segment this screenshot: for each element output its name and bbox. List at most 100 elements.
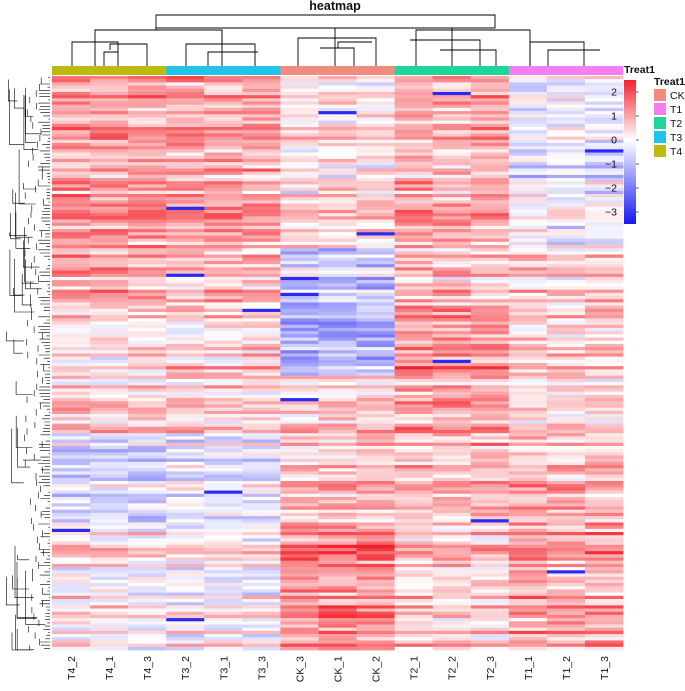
heatmap-cell xyxy=(166,315,205,319)
heatmap-cell xyxy=(166,589,205,593)
heatmap-cell xyxy=(432,209,472,214)
heatmap-cell xyxy=(204,624,243,629)
heatmap-cell xyxy=(204,557,243,562)
heatmap-cell xyxy=(508,203,548,208)
heatmap-cell xyxy=(128,583,167,587)
heatmap-cell xyxy=(52,598,91,603)
heatmap-cell xyxy=(546,573,586,578)
heatmap-cell xyxy=(128,458,167,463)
heatmap-cell xyxy=(52,490,91,495)
heatmap-cell xyxy=(508,512,548,517)
heatmap-cell xyxy=(584,605,624,609)
heatmap-cell xyxy=(280,200,319,204)
heatmap-cell xyxy=(280,621,319,625)
heatmap-cell xyxy=(584,85,624,90)
heatmap-cell xyxy=(204,340,243,345)
heatmap-cell xyxy=(546,267,586,271)
heatmap-cell xyxy=(432,589,472,593)
heatmap-cell xyxy=(166,605,205,609)
heatmap-cell xyxy=(90,407,129,412)
heatmap-cell xyxy=(204,490,243,495)
heatmap-cell xyxy=(280,474,319,479)
heatmap-cell xyxy=(204,474,243,479)
heatmap-cell xyxy=(280,321,319,326)
heatmap-cell xyxy=(584,465,624,469)
heatmap-cell xyxy=(318,516,357,520)
heatmap-cell xyxy=(90,359,129,364)
heatmap-cell xyxy=(166,273,205,278)
heatmap-cell xyxy=(90,206,129,211)
heatmap-cell xyxy=(280,353,319,358)
heatmap-cell xyxy=(470,168,510,173)
heatmap-cell xyxy=(394,455,434,460)
heatmap-cell xyxy=(204,401,243,405)
heatmap-cell xyxy=(280,547,319,552)
heatmap-cell xyxy=(90,640,129,645)
heatmap-cell xyxy=(432,646,472,651)
heatmap-cell xyxy=(280,130,319,134)
heatmap-cell xyxy=(546,213,586,217)
heatmap-cell xyxy=(166,193,205,198)
heatmap-cell xyxy=(204,468,243,472)
heatmap-cell xyxy=(432,245,472,249)
heatmap-cell xyxy=(394,76,434,80)
heatmap-cell xyxy=(280,452,319,456)
heatmap-cell xyxy=(242,567,281,571)
heatmap-cell xyxy=(280,95,319,99)
heatmap-cell xyxy=(318,455,357,460)
heatmap-cell xyxy=(432,398,472,402)
heatmap-cell xyxy=(394,168,434,173)
heatmap-cell xyxy=(584,273,624,278)
heatmap-cell xyxy=(470,283,510,287)
heatmap-cell xyxy=(470,621,510,625)
heatmap-cell xyxy=(508,187,548,192)
heatmap-cell xyxy=(280,155,319,160)
heatmap-cell xyxy=(166,621,205,625)
heatmap-cell xyxy=(584,487,624,491)
heatmap-cell xyxy=(318,79,357,83)
heatmap-cell xyxy=(546,595,586,600)
heatmap-cell xyxy=(242,117,281,122)
heatmap-cell xyxy=(508,305,548,310)
heatmap-cell xyxy=(584,146,624,150)
heatmap-cell xyxy=(166,238,205,243)
heatmap-cell xyxy=(546,410,586,415)
heatmap-cell xyxy=(52,519,91,523)
heatmap-cell xyxy=(470,187,510,192)
heatmap-cell xyxy=(508,439,548,444)
heatmap-cell xyxy=(470,445,510,450)
heatmap-cell xyxy=(584,232,624,236)
heatmap-cell xyxy=(546,276,586,281)
heatmap-cell xyxy=(546,257,586,262)
heatmap-cell xyxy=(280,184,319,189)
heatmap-cell xyxy=(90,563,129,568)
heatmap-cell xyxy=(280,162,319,166)
heatmap-cell xyxy=(166,85,205,90)
heatmap-cell xyxy=(166,630,205,635)
heatmap-cell xyxy=(584,595,624,600)
heatmap-cell xyxy=(546,117,586,122)
column-labels: T4_2 T4_1 T4_3 T3_2 T3_1 T3_3 CK_3 CK_1 CK_2 T2_1… xyxy=(66,656,611,682)
heatmap-cell xyxy=(546,162,586,166)
heatmap-cell xyxy=(470,311,510,316)
heatmap-cell xyxy=(508,423,548,428)
heatmap-cell xyxy=(584,219,624,224)
heatmap-cell xyxy=(394,324,434,329)
heatmap-cell xyxy=(470,200,510,204)
heatmap-cell xyxy=(508,538,548,542)
heatmap-cell xyxy=(432,429,472,434)
heatmap-cell xyxy=(394,429,434,434)
heatmap-cell xyxy=(128,608,167,613)
heatmap-cell xyxy=(584,414,624,418)
heatmap-cell xyxy=(432,85,472,90)
heatmap-cell xyxy=(318,583,357,587)
heatmap-cell xyxy=(52,570,91,574)
heatmap-cell xyxy=(546,225,586,230)
heatmap-cell xyxy=(90,197,129,201)
heatmap-cell xyxy=(508,493,548,498)
heatmap-cell xyxy=(470,503,510,507)
heatmap-cell xyxy=(470,98,510,102)
heatmap-cell xyxy=(166,283,205,287)
heatmap-cell xyxy=(90,79,129,83)
heatmap-cell xyxy=(52,305,91,310)
